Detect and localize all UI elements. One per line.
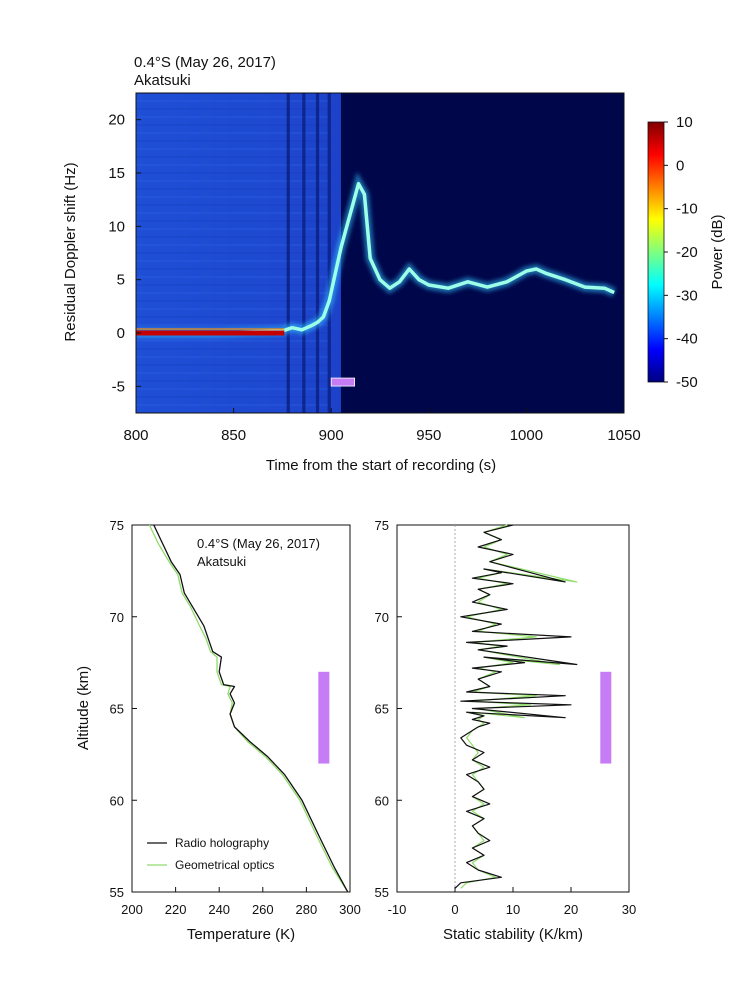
colorbar: [647, 121, 665, 383]
stability-y-tick-label: 60: [375, 793, 389, 808]
temperature-marker-bar: [318, 671, 330, 764]
stability-x-tick-label: 0: [451, 902, 458, 917]
heatmap-title-line2: Akatsuki: [134, 72, 191, 89]
temperature-x-tick-label: 300: [339, 902, 361, 917]
temperature-plot-area: [148, 524, 349, 893]
stability-y-tick-label: 65: [375, 702, 389, 717]
temperature-x-tick-label: 240: [208, 902, 230, 917]
colorbar-ticks: 10 0 -10 -20 -30 -40 -50: [664, 114, 698, 391]
stability-y-tick-label: 75: [375, 518, 389, 533]
stability-x-tick-label: -10: [388, 902, 407, 917]
heatmap-frame: [135, 92, 625, 414]
heatmap-y-tick-label: -5: [112, 378, 125, 395]
heatmap-axes: 800 850 900 950 1000 1050 -5 0 5 10 15 20: [108, 112, 640, 444]
altitude-y-tick-label: 60: [110, 793, 124, 808]
temperature-panel-title-line2: Akatsuki: [197, 554, 246, 569]
heatmap-marker-bar: [330, 377, 356, 387]
temperature-panel-title-line1: 0.4°S (May 26, 2017): [197, 536, 320, 551]
stability-x-tick-label: 20: [564, 902, 578, 917]
heatmap-fade-stripe: [302, 93, 306, 413]
temperature-x-tick-label: 260: [252, 902, 274, 917]
colorbar-tick-label: 10: [676, 114, 693, 131]
stability-series-radio-holography: [454, 524, 578, 889]
heatmap-fade-stripe: [327, 93, 331, 413]
stability-axes: -10 0 10 20 30 55 60 65 70 75: [375, 518, 637, 917]
colorbar-label: Power (dB): [709, 214, 726, 289]
heatmap-y-axis-label: Residual Doppler shift (Hz): [62, 162, 79, 341]
heatmap-plot-area: [136, 93, 624, 413]
legend-label-radio-holography: Radio holography: [175, 836, 269, 850]
signal-trace: [136, 181, 615, 335]
heatmap-y-tick-label: 0: [117, 325, 125, 342]
stability-x-axis-label: Static stability (K/km): [443, 926, 583, 943]
temperature-x-tick-label: 200: [121, 902, 143, 917]
stability-plot-frame: [396, 524, 630, 893]
colorbar-tick-label: -10: [676, 201, 698, 218]
stability-y-tick-label: 70: [375, 610, 389, 625]
heatmap-x-axis-label: Time from the start of recording (s): [266, 457, 496, 474]
colorbar-tick-label: -50: [676, 374, 698, 391]
altitude-y-tick-label: 65: [110, 702, 124, 717]
altitude-y-tick-label: 55: [110, 885, 124, 900]
heatmap-quiet-region: [340, 93, 624, 413]
heatmap-fade-stripe: [315, 93, 320, 413]
temperature-series-radio-holography: [153, 524, 349, 893]
colorbar-tick-label: -40: [676, 331, 698, 348]
heatmap-y-tick-label: 10: [108, 218, 125, 235]
altitude-y-axis-label: Altitude (km): [75, 666, 92, 750]
temperature-x-axis-label: Temperature (K): [187, 926, 295, 943]
stability-x-tick-label: 10: [506, 902, 520, 917]
heatmap-x-tick-label: 850: [221, 427, 246, 444]
stability-y-tick-label: 55: [375, 885, 389, 900]
altitude-y-tick-label: 75: [110, 518, 124, 533]
temperature-x-tick-label: 220: [165, 902, 187, 917]
heatmap-y-tick-label: 15: [108, 165, 125, 182]
heatmap-x-tick-label: 1050: [607, 427, 640, 444]
colorbar-tick-label: -20: [676, 244, 698, 261]
stability-plot-area: [454, 524, 612, 892]
heatmap-fade-stripe: [286, 93, 290, 413]
altitude-y-tick-label: 70: [110, 610, 124, 625]
static-stability-chart: -10 0 10 20 30 55 60 65 70 75 Static stability (K…: [375, 518, 637, 943]
heatmap-y-tick-label: 5: [117, 272, 125, 289]
legend: Radio holography Geometrical optics: [147, 836, 274, 872]
heatmap-x-tick-label: 1000: [510, 427, 543, 444]
temperature-profile-chart: 200 220 240 260 280 300 55 60 65 70 75 0.4°S (May …: [75, 518, 361, 943]
heatmap-title-line1: 0.4°S (May 26, 2017): [134, 54, 276, 71]
heatmap-x-tick-label: 950: [416, 427, 441, 444]
colorbar-tick-label: 0: [676, 157, 684, 174]
heatmap-y-tick-label: 20: [108, 112, 125, 129]
heatmap-x-tick-label: 800: [123, 427, 148, 444]
stability-x-tick-label: 30: [622, 902, 636, 917]
heatmap-x-tick-label: 900: [319, 427, 344, 444]
temperature-axes: 200 220 240 260 280 300 55 60 65 70 75: [110, 518, 361, 917]
legend-label-geometrical-optics: Geometrical optics: [175, 858, 274, 872]
doppler-spectrogram: 0.4°S (May 26, 2017) Akatsuki 800 850 900 9…: [62, 54, 726, 474]
temperature-x-tick-label: 280: [296, 902, 318, 917]
stability-marker-bar: [600, 671, 612, 764]
colorbar-tick-label: -30: [676, 287, 698, 304]
